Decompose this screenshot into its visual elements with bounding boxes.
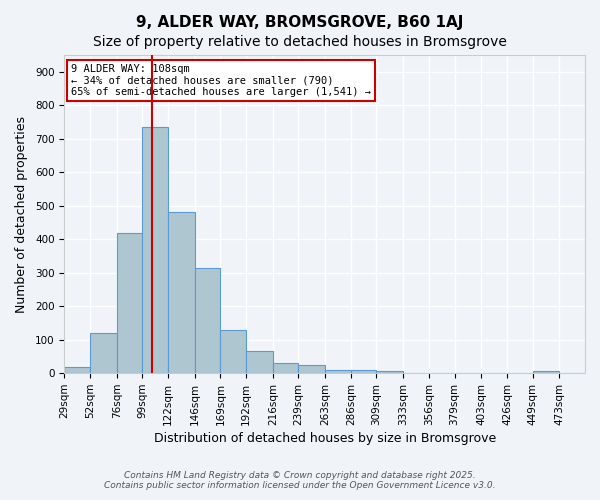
Y-axis label: Number of detached properties: Number of detached properties <box>15 116 28 312</box>
Bar <box>376 370 403 373</box>
Text: Size of property relative to detached houses in Bromsgrove: Size of property relative to detached ho… <box>93 35 507 49</box>
Bar <box>90 333 116 373</box>
Bar <box>246 352 273 373</box>
Bar <box>195 268 220 373</box>
Bar <box>64 366 90 373</box>
Bar <box>298 365 325 373</box>
Bar <box>142 127 168 373</box>
Bar <box>168 212 195 373</box>
X-axis label: Distribution of detached houses by size in Bromsgrove: Distribution of detached houses by size … <box>154 432 496 445</box>
Bar <box>533 370 559 373</box>
Text: 9 ALDER WAY: 108sqm
← 34% of detached houses are smaller (790)
65% of semi-detac: 9 ALDER WAY: 108sqm ← 34% of detached ho… <box>71 64 371 97</box>
Bar <box>351 370 376 373</box>
Bar <box>116 232 142 373</box>
Text: 9, ALDER WAY, BROMSGROVE, B60 1AJ: 9, ALDER WAY, BROMSGROVE, B60 1AJ <box>136 15 464 30</box>
Bar <box>220 330 246 373</box>
Bar <box>325 370 351 373</box>
Text: Contains HM Land Registry data © Crown copyright and database right 2025.
Contai: Contains HM Land Registry data © Crown c… <box>104 470 496 490</box>
Bar <box>273 363 298 373</box>
